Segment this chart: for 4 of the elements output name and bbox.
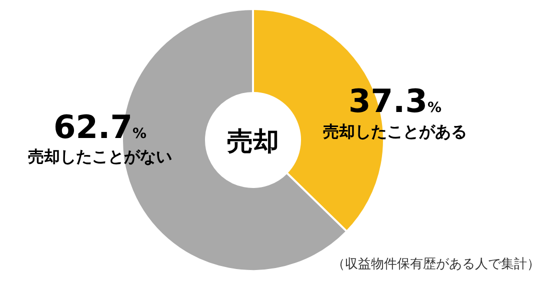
data-label: 62.7% [54,108,146,146]
text: （収益物件保有歴がある人で集計） [332,257,540,272]
slice-label: 売却したことがない [28,147,172,166]
text: 売却 [227,127,279,157]
